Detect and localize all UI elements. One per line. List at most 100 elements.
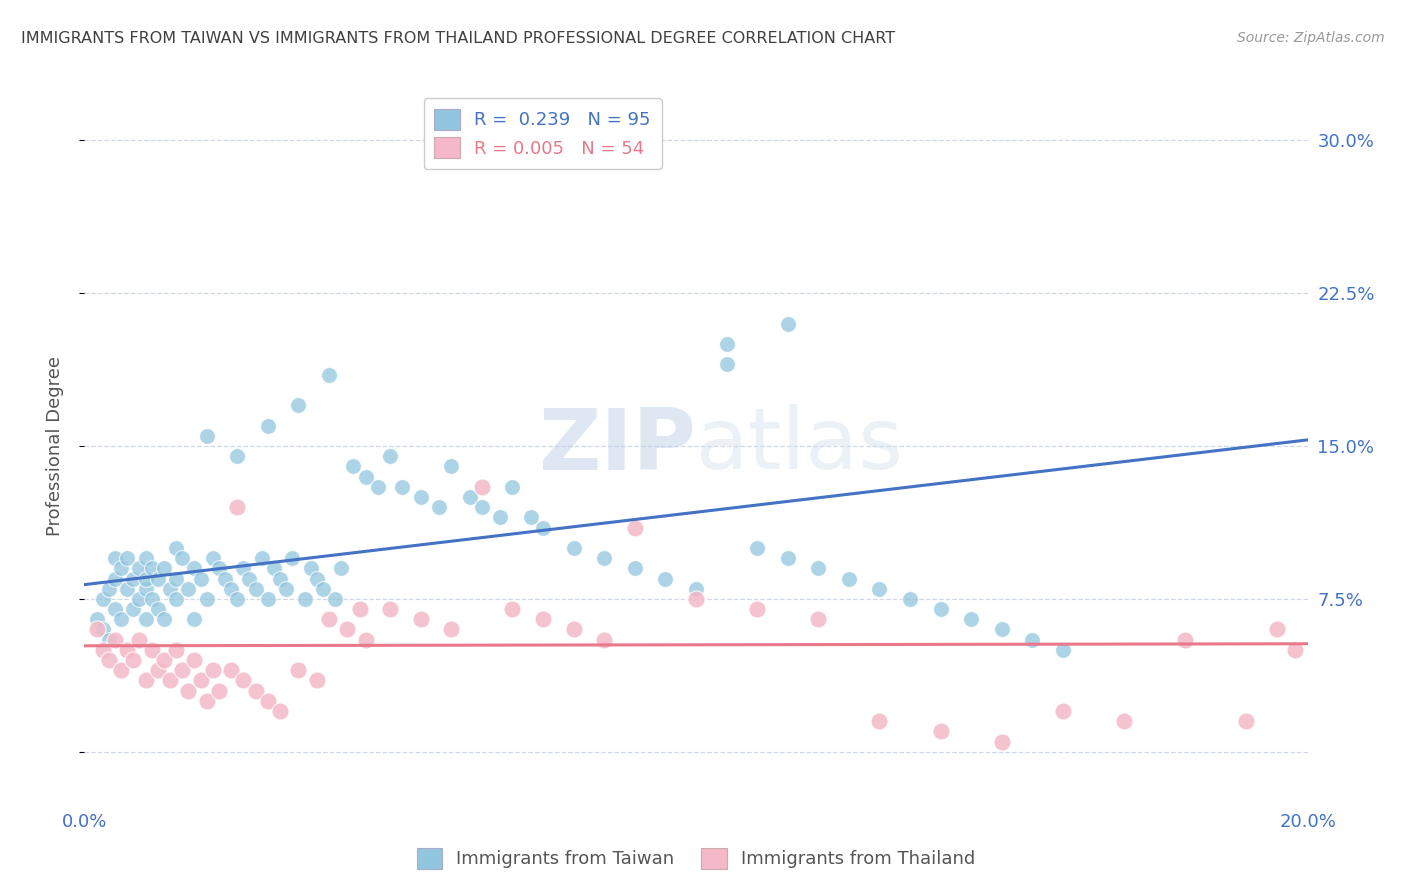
Point [281,551,304,566]
Point [250,551,273,566]
Point [165,572,187,586]
Point [624,561,647,575]
Point [747,541,769,555]
Point [257,694,280,708]
Point [122,653,145,667]
Point [294,591,316,606]
Point [208,683,231,698]
Point [146,572,169,586]
Point [128,591,150,606]
Point [354,469,377,483]
Point [135,582,157,596]
Point [165,643,187,657]
Point [257,591,280,606]
Point [1114,714,1136,729]
Point [593,632,616,647]
Point [177,683,200,698]
Point [299,561,322,575]
Point [238,572,260,586]
Point [115,643,138,657]
Point [97,632,120,647]
Point [562,541,585,555]
Point [177,582,200,596]
Point [232,561,254,575]
Point [97,582,120,596]
Point [146,602,169,616]
Point [91,591,114,606]
Point [141,643,163,657]
Point [165,591,187,606]
Point [91,623,114,637]
Point [305,572,328,586]
Point [458,490,481,504]
Point [165,541,187,555]
Point [91,643,114,657]
Point [869,714,891,729]
Point [208,561,231,575]
Point [201,551,224,566]
Point [342,459,364,474]
Point [276,582,298,596]
Point [520,510,543,524]
Point [716,337,738,351]
Point [128,561,150,575]
Point [257,418,280,433]
Point [391,480,413,494]
Point [86,623,108,637]
Point [195,429,218,443]
Point [110,663,132,677]
Point [183,653,205,667]
Point [135,572,157,586]
Point [305,673,328,688]
Point [593,551,616,566]
Point [776,317,799,331]
Point [214,572,236,586]
Point [287,398,309,412]
Point [86,612,108,626]
Point [110,612,132,626]
Point [367,480,389,494]
Point [991,734,1014,748]
Point [440,623,463,637]
Point [531,612,554,626]
Point [685,582,707,596]
Text: IMMIGRANTS FROM TAIWAN VS IMMIGRANTS FROM THAILAND PROFESSIONAL DEGREE CORRELATI: IMMIGRANTS FROM TAIWAN VS IMMIGRANTS FRO… [21,31,896,46]
Point [489,510,512,524]
Point [232,673,254,688]
Point [318,368,340,382]
Point [219,663,242,677]
Point [159,582,181,596]
Point [287,663,309,677]
Point [146,663,169,677]
Point [226,449,249,463]
Point [807,561,830,575]
Point [654,572,676,586]
Point [380,449,402,463]
Point [97,653,120,667]
Y-axis label: Professional Degree: Professional Degree [45,356,63,536]
Point [624,520,647,534]
Point [183,612,205,626]
Point [135,673,157,688]
Point [1052,704,1074,718]
Point [531,520,554,534]
Point [219,582,242,596]
Point [330,561,353,575]
Point [226,591,249,606]
Point [502,480,524,494]
Point [122,572,145,586]
Text: atlas: atlas [696,404,904,488]
Point [960,612,983,626]
Point [172,663,194,677]
Point [323,591,346,606]
Point [201,663,224,677]
Point [183,561,205,575]
Point [1021,632,1043,647]
Point [135,612,157,626]
Point [471,500,494,515]
Point [991,623,1014,637]
Text: Source: ZipAtlas.com: Source: ZipAtlas.com [1237,31,1385,45]
Point [502,602,524,616]
Point [104,602,127,616]
Point [115,551,138,566]
